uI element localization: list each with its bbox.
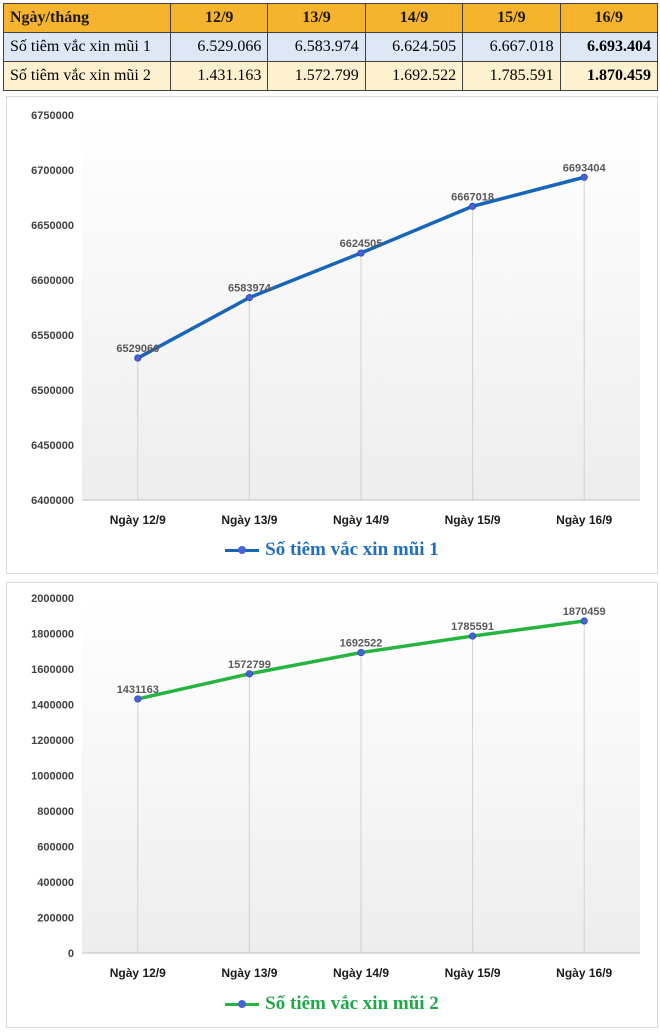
x-tick-label: Ngày 15/9 <box>445 966 501 980</box>
y-tick-label: 6550000 <box>31 330 74 342</box>
data-point <box>468 632 477 640</box>
data-point <box>357 648 365 657</box>
y-tick-label: 2000000 <box>31 593 74 605</box>
data-point <box>134 354 142 362</box>
x-tick-label: Ngày 16/9 <box>556 513 612 527</box>
y-tick-label: 1400000 <box>31 700 74 712</box>
header-cell-date: 16/9 <box>559 3 659 33</box>
data-point <box>468 202 477 210</box>
row-label: Số tiêm vắc xin mũi 1 <box>3 32 171 62</box>
table-cell: 6.583.974 <box>267 32 366 62</box>
y-tick-label: 400000 <box>37 877 74 889</box>
line-chart-dose-2: 0 200000 400000 600000 800000 1000000 1200000 1… <box>31 593 640 980</box>
table-row-dose-2: Số tiêm vắc xin mũi 2 1.431.163 1.572.79… <box>3 61 659 91</box>
header-cell-label: Ngày/tháng <box>3 3 171 33</box>
x-tick-label: Ngày 15/9 <box>445 513 501 527</box>
data-point <box>580 617 588 625</box>
vaccination-table: Ngày/tháng 12/9 13/9 14/9 15/9 16/9 Số t… <box>3 3 659 91</box>
table-cell: 6.624.505 <box>364 32 464 62</box>
data-label: 1572799 <box>228 659 271 671</box>
legend-line-marker <box>225 546 260 555</box>
header-cell-date: 13/9 <box>267 3 366 33</box>
table-cell: 1.572.799 <box>267 61 366 91</box>
y-tick-label: 6700000 <box>31 165 74 177</box>
table-row-dose-1: Số tiêm vắc xin mũi 1 6.529.066 6.583.97… <box>3 32 659 62</box>
y-tick-label: 6450000 <box>31 440 74 452</box>
legend-label: Số tiêm vắc xin mũi 2 <box>265 993 439 1014</box>
x-tick-label: Ngày 16/9 <box>556 966 612 980</box>
y-tick-label: 200000 <box>37 913 74 925</box>
table-cell: 1.785.591 <box>462 61 561 91</box>
data-point <box>134 695 142 703</box>
x-tick-label: Ngày 14/9 <box>333 513 389 527</box>
x-tick-label: Ngày 13/9 <box>221 966 277 980</box>
row-label: Số tiêm vắc xin mũi 2 <box>3 61 171 91</box>
table-cell: 1.431.163 <box>169 61 269 91</box>
data-label: 6624505 <box>340 238 383 250</box>
data-label: 6529066 <box>116 343 159 355</box>
y-tick-label: 1000000 <box>31 771 74 783</box>
y-tick-label: 1200000 <box>31 735 74 747</box>
table-cell: 1.692.522 <box>364 61 464 91</box>
y-tick-label: 1600000 <box>31 664 74 676</box>
data-point <box>245 670 253 678</box>
x-tick-label: Ngày 14/9 <box>333 966 389 980</box>
x-tick-label: Ngày 12/9 <box>110 513 166 527</box>
table-cell: 6.693.404 <box>559 32 659 62</box>
y-tick-label: 6600000 <box>31 275 74 287</box>
data-label: 6667018 <box>451 191 494 203</box>
legend-line-marker <box>225 1000 260 1009</box>
header-cell-date: 15/9 <box>462 3 561 33</box>
table-cell: 1.870.459 <box>559 61 659 91</box>
y-tick-label: 1800000 <box>31 629 74 641</box>
data-label: 6583974 <box>228 283 272 295</box>
y-tick-label: 6750000 <box>31 110 74 122</box>
table-cell: 6.667.018 <box>462 32 561 62</box>
chart-dose-1: 6400000 6450000 6500000 6550000 6600000 66500… <box>6 96 658 574</box>
data-label: 1692522 <box>340 638 383 650</box>
legend-dose-1: Số tiêm vắc xin mũi 1 <box>7 539 657 561</box>
legend-label: Số tiêm vắc xin mũi 1 <box>265 539 439 560</box>
y-tick-label: 0 <box>68 948 74 960</box>
y-tick-label: 6400000 <box>31 495 74 507</box>
legend-dose-2: Số tiêm vắc xin mũi 2 <box>7 993 657 1015</box>
x-tick-label: Ngày 13/9 <box>221 513 277 527</box>
data-point <box>245 294 253 302</box>
chart-dose-2: 0 200000 400000 600000 800000 1000000 1200000 1… <box>6 582 658 1028</box>
data-label: 1431163 <box>117 684 159 696</box>
table-header-row: Ngày/tháng 12/9 13/9 14/9 15/9 16/9 <box>3 3 659 33</box>
data-label: 6693404 <box>563 162 607 174</box>
data-label: 1785591 <box>451 621 494 633</box>
header-cell-date: 14/9 <box>364 3 464 33</box>
table-cell: 6.529.066 <box>169 32 269 62</box>
y-tick-label: 600000 <box>37 842 74 854</box>
header-cell-date: 12/9 <box>169 3 269 33</box>
y-tick-label: 800000 <box>37 806 74 818</box>
y-tick-label: 6500000 <box>31 385 74 397</box>
y-tick-label: 6650000 <box>31 220 74 232</box>
x-tick-label: Ngày 12/9 <box>110 966 166 980</box>
line-chart-dose-1: 6400000 6450000 6500000 6550000 6600000 66500… <box>31 110 640 527</box>
data-point <box>580 173 588 181</box>
data-point <box>357 249 365 257</box>
data-label: 1870459 <box>563 606 606 618</box>
